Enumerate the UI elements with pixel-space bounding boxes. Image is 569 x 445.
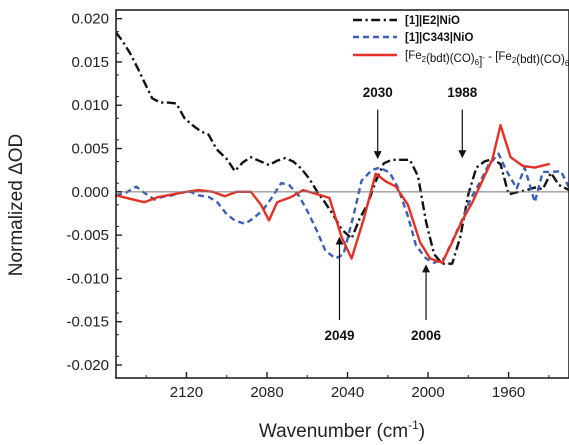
series-line-s2 [115, 152, 569, 264]
y-tick-label: -0.015 [66, 314, 109, 331]
y-axis-title: Normalized ΔOD [6, 134, 27, 277]
plot-frame [115, 9, 569, 379]
annotations-layer: 2030 1988 2049 2006 [324, 85, 477, 343]
axes-layer: 0.020 0.015 0.010 0.005 0.000 -0.005 -0.010 -0.… [66, 9, 569, 401]
series-line-s3 [114, 124, 551, 264]
legend-label-s2: [1]|C343|NiO [405, 32, 473, 44]
y-tick-label: -0.010 [66, 270, 109, 287]
annotation-label-2006: 2006 [411, 328, 442, 343]
annotation-label-2049: 2049 [324, 328, 354, 343]
x-tick-label: 2040 [331, 384, 364, 401]
x-tick-label: 2000 [411, 384, 444, 401]
x-tick-label: 2080 [250, 384, 283, 401]
x-axis-title-unit: cm [383, 421, 408, 442]
annotation-label-2030: 2030 [363, 85, 393, 100]
annotation-label-1988: 1988 [447, 85, 478, 100]
x-axis-title: Wavenumber (cm-1) [259, 418, 425, 442]
x-axis-title-text: Wavenumber [259, 421, 372, 442]
y-tick-label: -0.020 [66, 357, 109, 374]
legend-label-s3: [Fe2(bdt)(CO)6]- - [Fe2(bdt)(CO)6] [405, 50, 569, 69]
legend: [1]|E2|NiO [1]|C343|NiO [Fe2(bdt)(CO)6]- -… [353, 15, 569, 69]
series-line-s1 [115, 31, 569, 265]
y-tick-label: 0.000 [71, 184, 109, 201]
y-tick-label: 0.020 [71, 11, 109, 28]
x-tick-label: 1960 [492, 384, 525, 401]
x-tick-label: 2120 [170, 384, 203, 401]
y-tick-label: 0.005 [71, 141, 109, 158]
y-tick-label: 0.010 [71, 97, 109, 114]
y-tick-label: 0.015 [71, 54, 109, 71]
y-tick-label: -0.005 [66, 227, 109, 244]
legend-label-s1: [1]|E2|NiO [405, 15, 460, 27]
x-axis-title-unit-exp: -1 [408, 418, 419, 432]
series-layer [114, 31, 569, 265]
